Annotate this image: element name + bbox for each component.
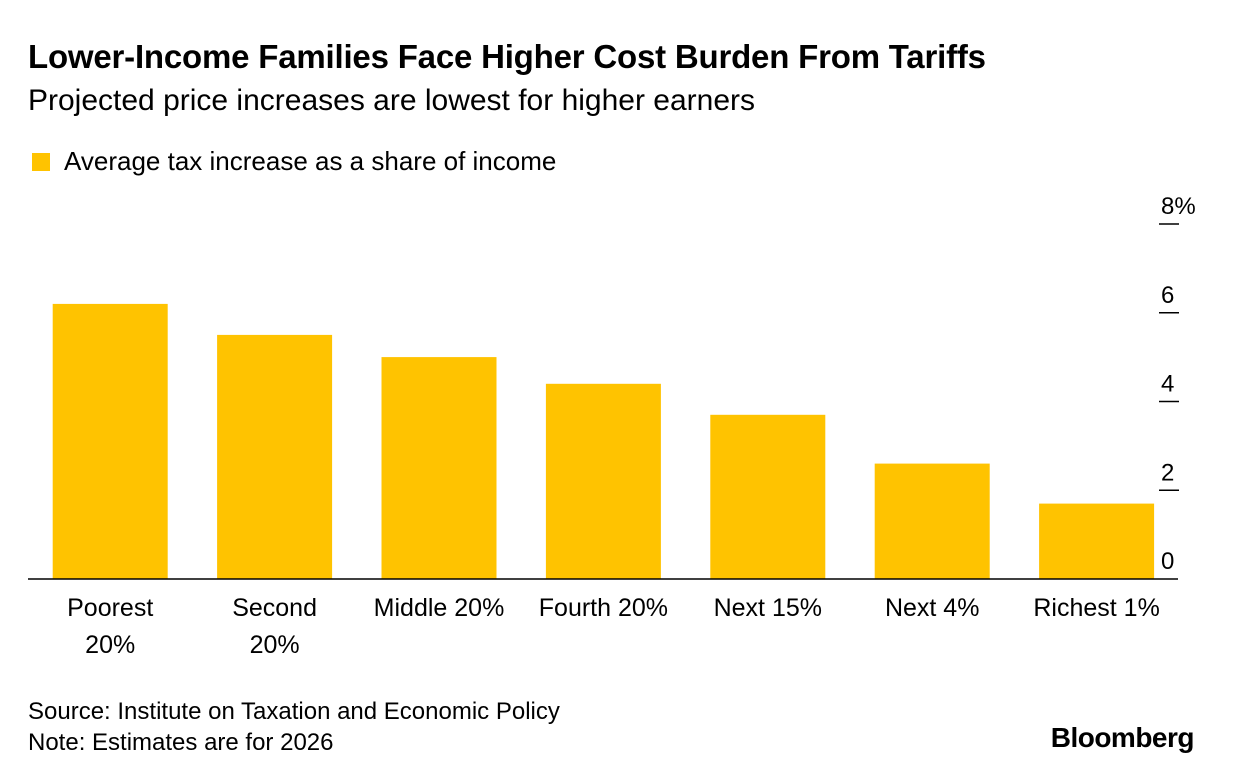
y-tick-label: 4: [1161, 371, 1174, 398]
category-label-line: Poorest: [67, 594, 153, 622]
legend-swatch: [32, 152, 50, 171]
category-label: Next 4%: [885, 594, 979, 622]
source-note: Source: Institute on Taxation and Econom…: [28, 698, 560, 725]
bar: [52, 303, 168, 579]
chart-title: Lower-Income Families Face Higher Cost B…: [28, 38, 986, 75]
category-label-line: Richest 1%: [1033, 594, 1159, 622]
category-label: Fourth 20%: [539, 594, 668, 622]
bar: [217, 334, 333, 579]
bar: [545, 383, 661, 580]
category-label: Richest 1%: [1033, 594, 1159, 622]
category-label: Poorest 20%: [67, 594, 153, 659]
chart-subtitle: Projected price increases are lowest for…: [28, 84, 756, 117]
category-label-line: Middle 20%: [374, 594, 505, 622]
category-label-line: Next 15%: [714, 594, 822, 622]
y-tick-label: 2: [1161, 459, 1174, 486]
category-label-line: 20%: [85, 631, 135, 659]
category-label: Next 15%: [714, 594, 822, 622]
estimate-note: Note: Estimates are for 2026: [28, 729, 334, 756]
category-label: Second 20%: [232, 594, 317, 659]
y-tick-label: 0: [1161, 548, 1174, 575]
category-label: Middle 20%: [374, 594, 505, 622]
y-tick-label: 8%: [1161, 193, 1196, 220]
bloomberg-logo: Bloomberg: [1050, 722, 1195, 753]
category-label-line: Next 4%: [885, 594, 979, 622]
category-label-line: Second: [232, 594, 317, 622]
category-label-line: 20%: [250, 631, 300, 659]
bar: [710, 414, 826, 579]
y-tick-label: 6: [1161, 282, 1174, 309]
bar: [1039, 503, 1155, 579]
bar: [874, 463, 990, 579]
legend-label: Average tax increase as a share of incom…: [64, 146, 557, 176]
legend: Average tax increase as a share of incom…: [32, 146, 556, 177]
category-label-line: Fourth 20%: [539, 594, 668, 622]
bar: [381, 357, 497, 579]
